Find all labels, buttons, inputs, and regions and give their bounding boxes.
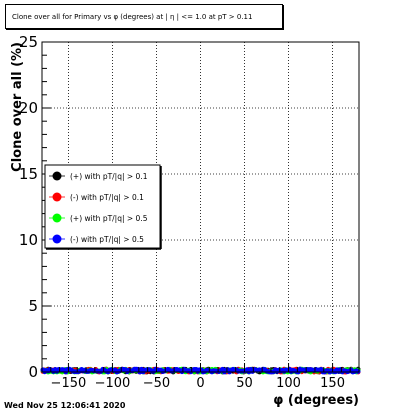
- x-tick-label: 0: [196, 376, 204, 391]
- series-3: [40, 366, 361, 375]
- legend-layer: (+) with pT/|q| > 0.1 (-) with pT/|q| > 0…: [44, 164, 162, 250]
- legend-label: (+) with pT/|q| > 0.1: [70, 172, 148, 181]
- axes-layer: −150 −100 −50 0 50 100 150 0 5 10 15 20 25 φ (degrees…: [10, 33, 360, 408]
- y-tick-label: 0: [28, 363, 38, 381]
- chart-title: Clone over all for Primary vs φ (degrees…: [12, 13, 253, 21]
- legend-label: (-) with pT/|q| > 0.5: [70, 235, 144, 244]
- y-tick-label: 15: [19, 165, 38, 183]
- x-tick-label: 50: [236, 376, 253, 391]
- data-point: [355, 369, 361, 374]
- y-tick-label: 5: [28, 297, 38, 315]
- chart-title-box: Clone over all for Primary vs φ (degrees…: [5, 4, 283, 29]
- y-tick-label: 20: [19, 99, 38, 117]
- legend-label: (+) with pT/|q| > 0.5: [70, 214, 148, 223]
- x-tick-label: 150: [320, 376, 345, 391]
- y-tick-label: 25: [19, 33, 38, 51]
- x-tick-label: −100: [95, 376, 131, 391]
- legend-box: [44, 164, 161, 249]
- timestamp: Wed Nov 25 12:06:41 2020: [4, 401, 126, 410]
- x-tick-label: −150: [51, 376, 87, 391]
- legend-label: (-) with pT/|q| > 0.1: [70, 193, 144, 202]
- y-axis-label: Clone over all (%): [10, 42, 25, 172]
- x-tick-label: −50: [143, 376, 170, 391]
- x-axis-label: φ (degrees): [273, 393, 359, 408]
- y-tick-label: 10: [19, 231, 38, 249]
- x-tick-label: 100: [276, 376, 301, 391]
